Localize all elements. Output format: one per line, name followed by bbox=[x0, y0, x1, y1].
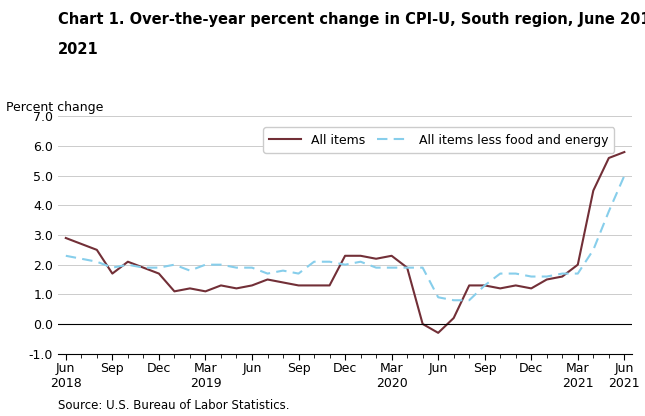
Line: All items: All items bbox=[66, 152, 624, 333]
All items less food and energy bbox=[108, 265, 116, 270]
All items bbox=[62, 235, 70, 240]
All items less food and energy bbox=[559, 271, 566, 276]
All items less food and energy bbox=[620, 173, 628, 178]
All items bbox=[279, 280, 287, 285]
All items less food and energy bbox=[481, 283, 488, 288]
All items bbox=[124, 259, 132, 264]
All items less food and energy bbox=[310, 259, 318, 264]
All items bbox=[419, 322, 426, 327]
All items less food and energy bbox=[605, 209, 613, 214]
All items bbox=[372, 256, 380, 261]
All items bbox=[295, 283, 303, 288]
All items bbox=[202, 289, 210, 294]
All items less food and energy bbox=[202, 262, 210, 267]
All items bbox=[186, 286, 194, 291]
All items bbox=[465, 283, 473, 288]
All items less food and energy bbox=[279, 268, 287, 273]
All items less food and energy bbox=[543, 274, 551, 279]
All items less food and energy bbox=[295, 271, 303, 276]
All items less food and energy bbox=[233, 265, 241, 270]
All items less food and energy bbox=[497, 271, 504, 276]
All items bbox=[217, 283, 225, 288]
All items less food and energy bbox=[139, 265, 147, 270]
All items bbox=[139, 265, 147, 270]
All items bbox=[170, 289, 178, 294]
All items bbox=[357, 253, 364, 258]
All items less food and energy bbox=[357, 259, 364, 264]
All items less food and energy bbox=[93, 259, 101, 264]
All items bbox=[434, 330, 442, 335]
All items less food and energy bbox=[217, 262, 225, 267]
All items less food and energy bbox=[403, 265, 411, 270]
All items bbox=[77, 241, 85, 246]
All items bbox=[497, 286, 504, 291]
All items less food and energy bbox=[574, 271, 582, 276]
All items bbox=[543, 277, 551, 282]
All items bbox=[574, 262, 582, 267]
All items less food and energy bbox=[465, 298, 473, 303]
All items bbox=[326, 283, 333, 288]
All items bbox=[590, 188, 597, 193]
All items bbox=[341, 253, 349, 258]
All items less food and energy bbox=[341, 262, 349, 267]
All items less food and energy bbox=[77, 256, 85, 261]
Line: All items less food and energy: All items less food and energy bbox=[66, 176, 624, 300]
Text: Percent change: Percent change bbox=[6, 101, 104, 114]
All items bbox=[403, 265, 411, 270]
All items less food and energy bbox=[155, 265, 163, 270]
All items less food and energy bbox=[512, 271, 520, 276]
All items bbox=[528, 286, 535, 291]
All items bbox=[512, 283, 520, 288]
All items bbox=[108, 271, 116, 276]
Legend: All items, All items less food and energy: All items, All items less food and energ… bbox=[263, 127, 615, 153]
All items bbox=[450, 315, 457, 320]
All items less food and energy bbox=[434, 295, 442, 300]
All items bbox=[481, 283, 488, 288]
All items less food and energy bbox=[124, 262, 132, 267]
All items less food and energy bbox=[248, 265, 256, 270]
All items bbox=[310, 283, 318, 288]
Text: 2021: 2021 bbox=[58, 42, 99, 57]
All items less food and energy bbox=[372, 265, 380, 270]
All items less food and energy bbox=[388, 265, 395, 270]
All items bbox=[605, 156, 613, 161]
All items less food and energy bbox=[419, 265, 426, 270]
All items bbox=[559, 274, 566, 279]
All items bbox=[620, 149, 628, 154]
All items bbox=[248, 283, 256, 288]
All items less food and energy bbox=[186, 268, 194, 273]
All items less food and energy bbox=[590, 248, 597, 253]
All items less food and energy bbox=[170, 262, 178, 267]
Text: Chart 1. Over-the-year percent change in CPI-U, South region, June 2018–June: Chart 1. Over-the-year percent change in… bbox=[58, 12, 645, 27]
All items less food and energy bbox=[326, 259, 333, 264]
All items less food and energy bbox=[62, 253, 70, 258]
All items less food and energy bbox=[264, 271, 272, 276]
All items bbox=[93, 248, 101, 253]
All items less food and energy bbox=[450, 298, 457, 303]
Text: Source: U.S. Bureau of Labor Statistics.: Source: U.S. Bureau of Labor Statistics. bbox=[58, 399, 290, 412]
All items less food and energy bbox=[528, 274, 535, 279]
All items bbox=[155, 271, 163, 276]
All items bbox=[264, 277, 272, 282]
All items bbox=[233, 286, 241, 291]
All items bbox=[388, 253, 395, 258]
